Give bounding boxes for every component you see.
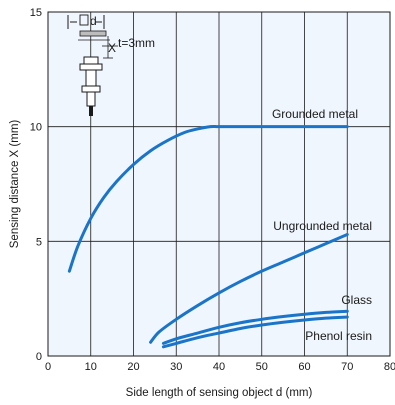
- y-tick-label: 10: [30, 122, 42, 134]
- series-lines: [67, 124, 349, 349]
- series-label-glass: Glass: [341, 293, 372, 307]
- x-tick-label: 30: [170, 361, 182, 373]
- y-tick-label: 5: [36, 236, 42, 248]
- y-axis-title: Sensing distance X (mm): [9, 120, 21, 249]
- series-line-glass: [161, 309, 349, 345]
- inset-thickness-label: t=3mm: [118, 36, 155, 50]
- x-tick-label: 60: [298, 361, 310, 373]
- x-tick-label: 20: [127, 361, 139, 373]
- series-line-phenol-resin: [161, 315, 349, 349]
- x-tick-label: 40: [213, 361, 225, 373]
- series-label-ungrounded-metal: Ungrounded metal: [273, 219, 372, 233]
- sensor-inset-illustration: d X t=3mm: [67, 14, 155, 116]
- series-labels: Grounded metal Ungrounded metal Glass Pheno…: [272, 107, 372, 343]
- proximity-sensor-icon: [79, 56, 103, 116]
- y-tick-label: 0: [36, 351, 42, 363]
- series-label-grounded-metal: Grounded metal: [272, 107, 358, 121]
- x-tick-label: 50: [256, 361, 268, 373]
- inset-dimension-label: d: [90, 14, 97, 28]
- inset-distance-label: X: [108, 41, 116, 55]
- sensing-object-plate: [79, 30, 107, 37]
- series-label-phenol-resin: Phenol resin: [305, 329, 372, 343]
- plot-frame: [47, 11, 391, 357]
- series-line-grounded-metal: [67, 124, 349, 273]
- x-tick-label: 0: [45, 361, 51, 373]
- x-tick-label: 70: [341, 361, 353, 373]
- x-axis-title: Side length of sensing object d (mm): [126, 387, 313, 399]
- x-tick-label: 80: [384, 361, 395, 373]
- x-tick-label: 10: [85, 361, 97, 373]
- y-tick-label: 15: [30, 7, 42, 19]
- series-line-ungrounded-metal: [149, 232, 349, 344]
- tick-labels: 0 10 20 30 40 50 60 70 80 0 5 10 15: [30, 7, 395, 373]
